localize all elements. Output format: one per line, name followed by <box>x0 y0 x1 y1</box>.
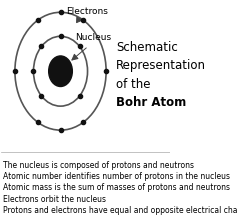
Text: Representation: Representation <box>116 59 206 72</box>
Text: Protons and electrons have equal and opposite electrical charge: Protons and electrons have equal and opp… <box>3 206 237 215</box>
Text: Electrons: Electrons <box>66 7 108 15</box>
Text: Schematic: Schematic <box>116 41 178 54</box>
Text: of the: of the <box>116 78 151 91</box>
Circle shape <box>49 56 72 86</box>
Text: Atomic mass is the sum of masses of protons and neutrons: Atomic mass is the sum of masses of prot… <box>3 183 230 192</box>
Text: Atomic number identifies number of protons in the nucleus: Atomic number identifies number of proto… <box>3 172 230 181</box>
Text: The nucleus is composed of protons and neutrons: The nucleus is composed of protons and n… <box>3 161 194 170</box>
Text: Nucleus: Nucleus <box>75 33 112 42</box>
Text: Bohr Atom: Bohr Atom <box>116 96 187 109</box>
Text: Electrons orbit the nucleus: Electrons orbit the nucleus <box>3 195 106 204</box>
